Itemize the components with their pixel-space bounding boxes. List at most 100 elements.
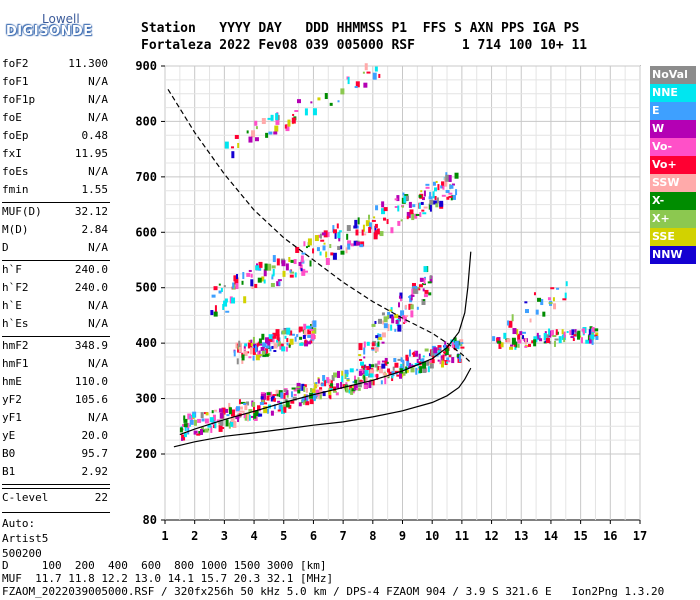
echo-point bbox=[292, 113, 295, 116]
param-row-hme: hmE 110.0 bbox=[2, 375, 108, 393]
echo-point bbox=[397, 205, 400, 212]
echo-point bbox=[448, 174, 452, 182]
echo-point bbox=[419, 277, 424, 282]
echo-point bbox=[257, 277, 262, 283]
echo-point bbox=[374, 346, 379, 352]
echo-point bbox=[266, 395, 270, 401]
echo-point bbox=[391, 316, 395, 324]
echo-point bbox=[252, 402, 256, 408]
echo-point bbox=[402, 359, 405, 364]
echo-point bbox=[582, 328, 585, 335]
echo-point bbox=[332, 252, 337, 260]
echo-point bbox=[276, 341, 281, 347]
param-value: 20.0 bbox=[81, 429, 109, 442]
echo-point bbox=[193, 419, 197, 426]
param-row-hmf1: hmF1 N/A bbox=[2, 357, 108, 375]
echo-point bbox=[276, 281, 281, 287]
echo-point bbox=[265, 132, 269, 138]
echo-point bbox=[577, 330, 581, 338]
echo-point bbox=[374, 350, 377, 353]
legend-item-noval: NoVal bbox=[650, 66, 696, 84]
param-row-foep: foEp 0.48 bbox=[2, 129, 108, 147]
echo-point bbox=[214, 421, 217, 429]
echo-point bbox=[353, 240, 358, 246]
echo-point bbox=[590, 334, 595, 340]
param-separator bbox=[2, 512, 110, 513]
echo-point bbox=[359, 358, 363, 361]
echo-point bbox=[427, 366, 430, 373]
param-value: N/A bbox=[88, 111, 108, 124]
echo-point bbox=[276, 391, 279, 397]
echo-point bbox=[263, 406, 268, 414]
echo-point bbox=[290, 271, 295, 274]
echo-point bbox=[371, 347, 375, 350]
echo-point bbox=[446, 344, 450, 351]
echo-point bbox=[248, 339, 252, 342]
param-value: 348.9 bbox=[74, 339, 108, 352]
echo-point bbox=[371, 219, 376, 222]
echo-point bbox=[252, 347, 256, 355]
param-row-yf1: yF1 N/A bbox=[2, 411, 108, 429]
echo-point bbox=[247, 414, 250, 422]
echo-point bbox=[507, 320, 510, 326]
header: Station YYYY DAY DDD HHMMSS P1 FFS S AXN… bbox=[141, 20, 587, 54]
echo-point bbox=[364, 63, 368, 71]
echo-point bbox=[244, 404, 248, 411]
param-value: 240.0 bbox=[74, 281, 108, 294]
echo-point bbox=[298, 326, 303, 332]
echo-point bbox=[354, 379, 358, 384]
param-label: B1 bbox=[2, 465, 16, 478]
echo-point bbox=[418, 194, 422, 198]
echo-point bbox=[533, 292, 536, 296]
echo-point bbox=[219, 412, 224, 419]
echo-point bbox=[429, 275, 432, 280]
echo-point bbox=[378, 73, 381, 78]
echo-point bbox=[241, 280, 244, 285]
echo-point bbox=[272, 332, 277, 339]
echo-point bbox=[562, 298, 567, 301]
echo-point bbox=[402, 315, 406, 320]
echo-point bbox=[222, 303, 225, 310]
echo-point bbox=[192, 413, 196, 418]
echo-point bbox=[298, 402, 302, 407]
echo-point bbox=[377, 360, 381, 365]
echo-point bbox=[545, 338, 550, 344]
echo-point bbox=[283, 406, 287, 413]
param-row-hf: h`F 240.0 bbox=[2, 263, 108, 281]
echo-point bbox=[396, 374, 401, 377]
echo-point bbox=[347, 77, 350, 85]
echo-point bbox=[302, 396, 305, 404]
legend-item-nne: NNE bbox=[650, 84, 696, 102]
echo-point bbox=[413, 287, 416, 294]
echo-point bbox=[218, 424, 223, 432]
echo-point bbox=[440, 360, 444, 368]
echo-point bbox=[376, 373, 379, 380]
echo-point bbox=[595, 335, 599, 340]
echo-point bbox=[224, 141, 229, 149]
echo-point bbox=[319, 389, 323, 395]
echo-point bbox=[261, 276, 265, 282]
echo-point bbox=[375, 205, 379, 211]
echo-point bbox=[287, 119, 291, 127]
echo-point bbox=[289, 330, 293, 336]
param-separator bbox=[2, 488, 110, 489]
echo-point bbox=[303, 330, 307, 337]
echo-point bbox=[398, 302, 401, 308]
echo-point bbox=[389, 309, 393, 312]
echo-point bbox=[305, 246, 308, 249]
echo-point bbox=[265, 348, 269, 355]
echo-point bbox=[439, 200, 444, 207]
echo-point bbox=[355, 229, 359, 236]
param-label: h`Es bbox=[2, 317, 29, 330]
echo-point bbox=[327, 378, 331, 385]
echo-point bbox=[354, 219, 358, 227]
echo-point bbox=[337, 100, 340, 103]
echo-point bbox=[424, 289, 429, 294]
echo-point bbox=[184, 424, 187, 432]
echo-point bbox=[354, 86, 358, 89]
param-row-md: M(D) 2.84 bbox=[2, 223, 108, 241]
echo-point bbox=[265, 337, 270, 345]
echo-point bbox=[258, 413, 263, 417]
echo-point bbox=[416, 306, 419, 310]
echo-point bbox=[393, 358, 397, 363]
